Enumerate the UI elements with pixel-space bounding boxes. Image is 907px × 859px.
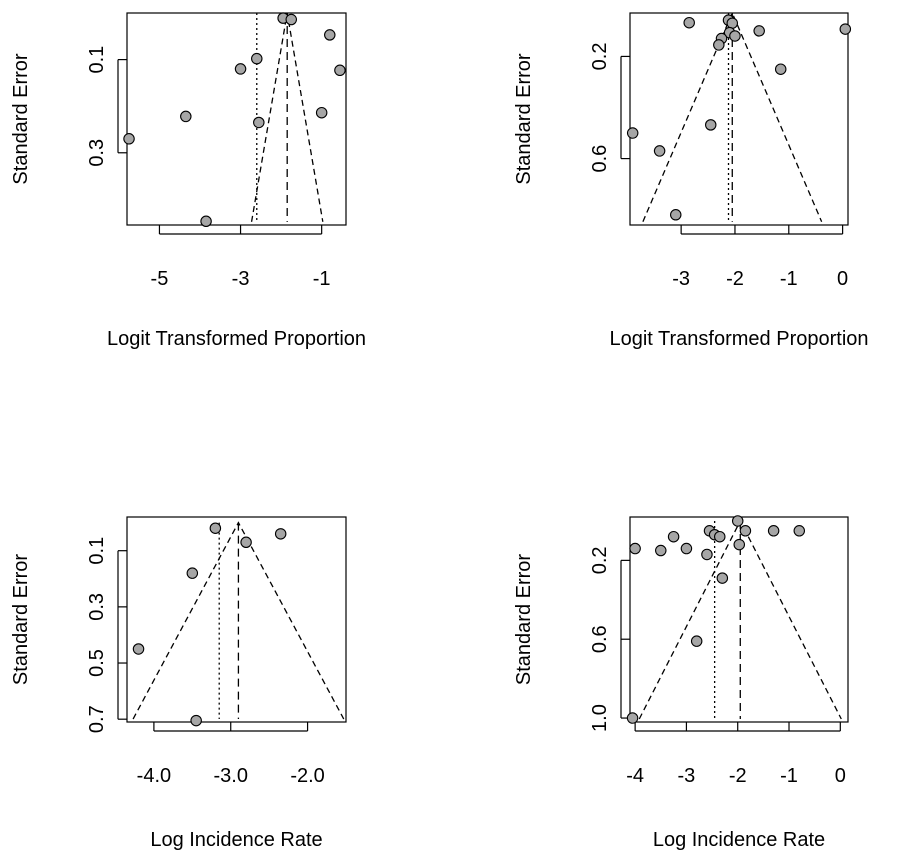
data-point <box>753 25 765 37</box>
data-point <box>704 119 717 131</box>
data-point <box>774 63 787 75</box>
data-point <box>234 63 247 75</box>
data-point <box>731 515 744 527</box>
x-tick-label: 0 <box>835 765 846 787</box>
x-tick-label: -1 <box>313 268 331 290</box>
data-point <box>767 525 780 537</box>
data-point <box>667 530 680 543</box>
data-point <box>716 572 729 584</box>
y-axis-title: Standard Error <box>10 53 32 185</box>
data-point <box>209 522 222 534</box>
data-point <box>190 714 202 727</box>
x-tick-label: -1 <box>780 268 798 290</box>
data-point <box>253 116 265 129</box>
funnel-plot-panel-top-right: -3 -2 -1 0 0.2 0.6 Logit Transformed Proportio… <box>513 11 869 350</box>
data-point <box>132 643 145 655</box>
data-point <box>653 145 666 157</box>
y-tick-label: 1.0 <box>589 704 611 732</box>
funnel-boundary <box>132 521 345 720</box>
data-point <box>739 525 752 537</box>
x-tick-label: -5 <box>151 268 169 290</box>
data-point <box>726 17 739 29</box>
y-tick-label: 0.3 <box>86 593 108 621</box>
funnel-boundary <box>642 11 823 222</box>
x-tick-label: -1 <box>780 765 798 787</box>
data-point <box>180 110 192 123</box>
y-tick-label: 0.1 <box>86 537 108 565</box>
y-tick-label: 0.5 <box>86 649 108 677</box>
data-point <box>285 13 297 26</box>
funnel-plot-panel-bottom-left: -4.0 -3.0 -2.0 0.1 0.3 0.5 0.7 Log Incidence Ra… <box>10 516 347 851</box>
y-axis-title: Standard Error <box>10 554 32 686</box>
data-point <box>729 30 741 42</box>
data-point <box>626 127 639 139</box>
data-point <box>793 525 806 537</box>
y-tick-label: 0.2 <box>589 43 611 71</box>
x-tick-label: -3 <box>232 268 250 290</box>
x-tick-label: -2.0 <box>290 765 324 787</box>
data-point <box>670 209 682 221</box>
data-point <box>655 544 667 557</box>
x-tick-label: 0 <box>837 268 848 290</box>
x-tick-label: -4 <box>626 765 644 787</box>
x-axis-title: Logit Transformed Proportion <box>107 328 366 350</box>
y-tick-label: 0.6 <box>589 145 611 173</box>
y-tick-label: 0.6 <box>589 625 611 653</box>
data-point <box>690 635 703 647</box>
y-tick-label: 0.7 <box>86 705 108 733</box>
x-tick-label: -3 <box>672 268 690 290</box>
data-point <box>315 106 328 119</box>
data-point <box>334 64 346 77</box>
x-axis-title: Log Incidence Rate <box>653 829 825 851</box>
data-point <box>324 29 336 41</box>
data-point <box>200 215 212 228</box>
x-tick-label: -2 <box>729 765 747 787</box>
data-point <box>626 712 639 724</box>
data-point <box>251 52 263 65</box>
funnel-plot-panel-bottom-right: -4 -3 -2 -1 0 0.2 0.6 1.0 Log Incidence Rate Stan… <box>513 515 849 851</box>
data-point <box>714 530 726 543</box>
x-tick-label: -3 <box>678 765 696 787</box>
data-point <box>123 133 135 145</box>
data-point <box>839 23 852 35</box>
plot-frame <box>629 12 849 226</box>
x-axis-title: Logit Transformed Proportion <box>609 328 868 350</box>
y-tick-label: 0.3 <box>86 139 108 167</box>
y-tick-label: 0.1 <box>86 46 108 74</box>
data-point <box>680 542 693 555</box>
x-tick-label: -2 <box>726 268 744 290</box>
y-axis-title: Standard Error <box>513 53 535 185</box>
x-tick-label: -4.0 <box>137 765 171 787</box>
funnel-plot-panel-top-left: -5 -3 -1 0.1 0.3 Logit Transformed Proportion… <box>10 12 366 350</box>
data-point <box>713 39 725 51</box>
data-point <box>274 528 287 540</box>
data-point <box>186 567 199 579</box>
x-tick-label: -3.0 <box>214 765 248 787</box>
plot-frame <box>126 516 347 723</box>
y-tick-label: 0.2 <box>589 546 611 574</box>
data-point <box>240 536 252 549</box>
x-axis-title: Log Incidence Rate <box>150 829 322 851</box>
data-point <box>701 548 713 561</box>
data-point <box>683 16 695 29</box>
plot-frame <box>126 12 347 226</box>
data-point <box>629 542 641 555</box>
data-point <box>733 538 746 551</box>
y-axis-title: Standard Error <box>513 554 535 686</box>
